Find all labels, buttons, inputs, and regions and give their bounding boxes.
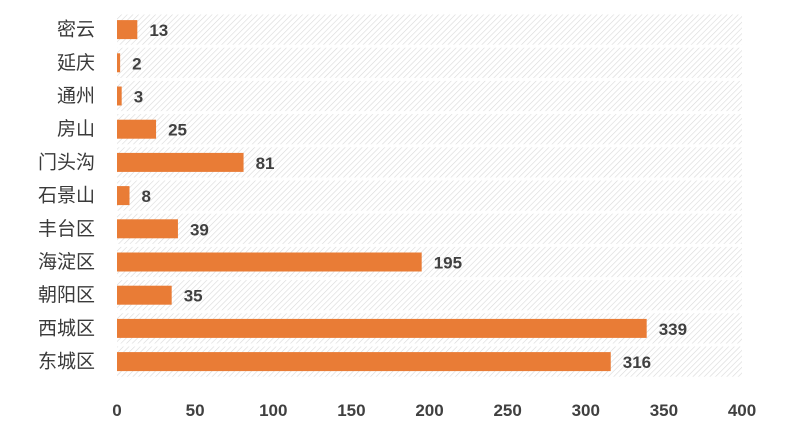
value-label: 2 xyxy=(132,54,141,73)
bar-2 xyxy=(117,86,122,106)
bar-6 xyxy=(117,219,178,239)
bar-0 xyxy=(117,20,138,40)
bar-8 xyxy=(117,285,172,305)
x-tick-label: 100 xyxy=(259,401,287,420)
value-label: 8 xyxy=(142,187,151,206)
x-tick-label: 200 xyxy=(415,401,443,420)
value-label: 316 xyxy=(623,353,651,372)
category-label: 朝阳区 xyxy=(38,284,95,306)
row-band xyxy=(117,80,742,112)
category-label: 东城区 xyxy=(38,351,95,373)
bar-10 xyxy=(117,352,611,372)
value-labels: 13 2 3 25 81 8 39 195 35 339 316 xyxy=(132,21,687,372)
bar-1 xyxy=(117,53,121,73)
value-label: 35 xyxy=(184,287,203,306)
category-label: 房山 xyxy=(57,118,95,140)
value-label: 81 xyxy=(256,154,275,173)
bar-9 xyxy=(117,318,647,338)
bars xyxy=(117,20,647,372)
value-label: 39 xyxy=(190,220,209,239)
x-axis-tick-labels: 0 50 100 150 200 250 300 350 400 xyxy=(112,401,756,420)
bar-4 xyxy=(117,152,244,172)
x-tick-label: 150 xyxy=(337,401,365,420)
bar-3 xyxy=(117,119,157,139)
x-tick-label: 400 xyxy=(728,401,756,420)
value-label: 339 xyxy=(659,320,687,339)
row-band xyxy=(117,213,742,244)
row-band xyxy=(117,14,742,45)
x-tick-label: 50 xyxy=(186,401,205,420)
value-label: 3 xyxy=(134,88,143,107)
value-label: 195 xyxy=(434,254,462,273)
bar-5 xyxy=(117,186,130,206)
category-label: 丰台区 xyxy=(38,218,95,240)
value-label: 25 xyxy=(168,121,187,140)
category-label: 密云 xyxy=(57,19,95,41)
category-label: 石景山 xyxy=(38,185,95,207)
x-tick-label: 300 xyxy=(572,401,600,420)
x-tick-label: 0 xyxy=(112,401,121,420)
category-label: 门头沟 xyxy=(38,151,95,173)
row-band xyxy=(117,114,742,145)
value-label: 13 xyxy=(149,21,168,40)
category-label: 西城区 xyxy=(38,317,95,339)
category-label: 通州 xyxy=(57,85,95,107)
row-band xyxy=(117,280,742,311)
category-label: 海淀区 xyxy=(38,251,95,273)
row-band xyxy=(117,47,742,78)
x-tick-label: 350 xyxy=(650,401,678,420)
category-label: 延庆 xyxy=(57,52,95,74)
x-tick-label: 250 xyxy=(493,401,521,420)
row-band xyxy=(117,180,742,211)
bar-7 xyxy=(117,252,422,272)
